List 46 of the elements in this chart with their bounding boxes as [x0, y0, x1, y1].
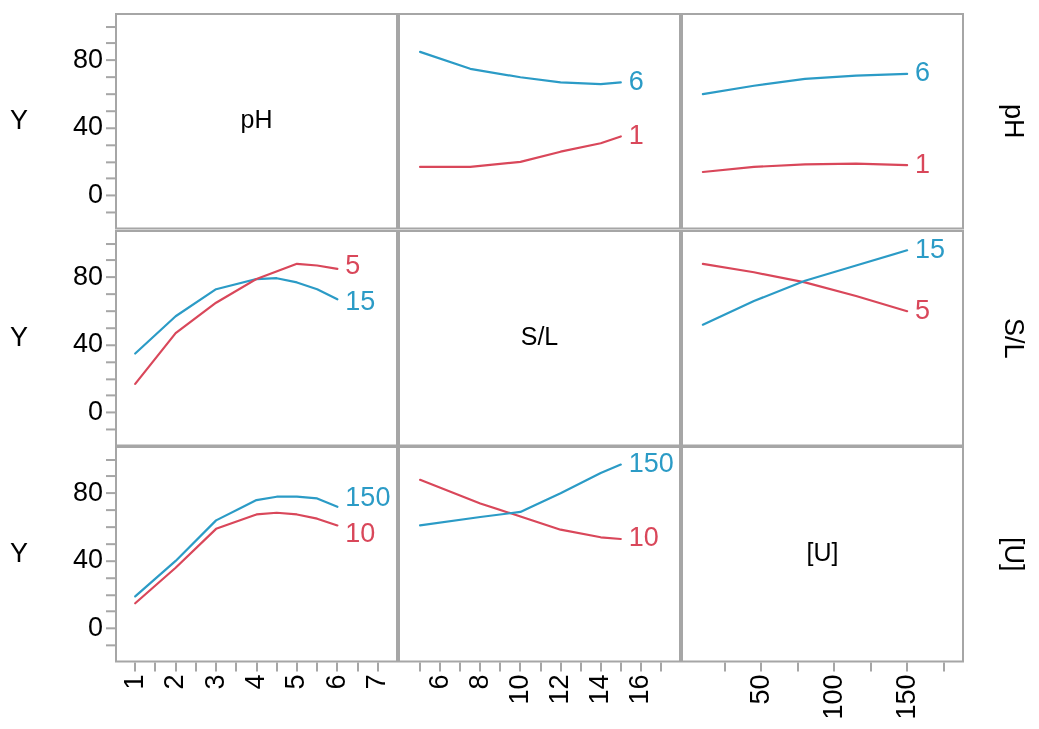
y-axis-title: Y: [10, 104, 29, 135]
y2-axis-title: [U]: [998, 536, 1029, 572]
series-label: 10: [628, 522, 659, 553]
series-label: 150: [345, 481, 391, 512]
x-tick-label: 50: [744, 674, 775, 705]
y-axis-title: Y: [10, 537, 29, 568]
series-label: 10: [345, 517, 376, 548]
x-tick-label: 2: [159, 674, 190, 690]
series-label: 6: [915, 57, 931, 88]
y-axis-title: Y: [10, 321, 29, 352]
series-label: 5: [915, 294, 931, 325]
x-tick-label: 10: [503, 674, 534, 705]
x-tick-label: 150: [890, 674, 921, 720]
x-tick-label: 3: [199, 674, 230, 690]
x-tick-label: 4: [239, 674, 270, 690]
y2-axis-title: pH: [998, 103, 1029, 139]
series-label: 15: [345, 285, 376, 316]
annotation: pH: [240, 105, 273, 134]
x-tick-label: 100: [817, 674, 848, 720]
series-label: 150: [628, 448, 674, 479]
y-tick-label: 40: [72, 544, 103, 575]
series-label: 1: [915, 148, 931, 179]
annotation: S/L: [520, 321, 559, 350]
series-label: 6: [628, 65, 644, 96]
y-tick-label: 80: [72, 260, 103, 291]
annotation: [U]: [806, 538, 839, 567]
series-label: 1: [628, 119, 644, 150]
y-tick-label: 40: [72, 327, 103, 358]
y-tick-label: 40: [72, 111, 103, 142]
series-label: 15: [915, 233, 946, 264]
x-tick-label: 12: [544, 674, 575, 705]
y2-axis-title: S/L: [998, 317, 1029, 359]
x-tick-label: 6: [423, 674, 454, 690]
y-tick-label: 0: [87, 395, 103, 426]
x-tick-label: 1: [118, 674, 149, 690]
x-tick-label: 5: [280, 674, 311, 690]
y-tick-label: 0: [87, 179, 103, 210]
y-tick-label: 80: [72, 476, 103, 507]
x-tick-label: 6: [320, 674, 351, 690]
x-tick-label: 8: [463, 674, 494, 690]
y-tick-label: 0: [87, 612, 103, 643]
x-tick-label: 7: [361, 674, 392, 690]
x-tick-label: 16: [624, 674, 655, 705]
series-label: 5: [345, 249, 361, 280]
y-tick-label: 80: [72, 43, 103, 74]
x-tick-label: 14: [584, 674, 615, 705]
